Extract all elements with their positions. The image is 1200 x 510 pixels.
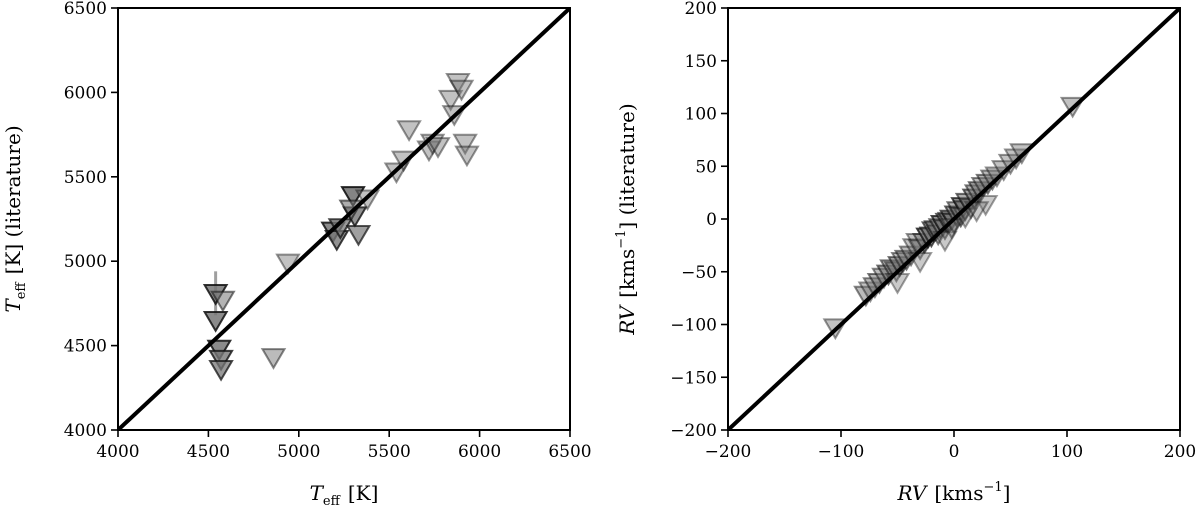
panel-1-y-tick-label: 5000: [64, 252, 107, 272]
panel-1-x-tick-label: 5500: [368, 442, 411, 462]
panel-1-x-tick-label: 4500: [187, 442, 230, 462]
axis-title-unit-close: ]: [1003, 481, 1011, 505]
panel-2-data-point: [963, 201, 990, 223]
panel-1-x-tick-label: 5000: [277, 442, 320, 462]
panel-1-data-point: [437, 89, 464, 112]
panel-1-one-to-one-line: [118, 8, 570, 430]
panel-2-y-tick-label: 0: [706, 210, 717, 230]
panel-1-data-point: [340, 186, 366, 208]
panel-1-x-tick-label: 6000: [458, 442, 501, 462]
axis-title-unit: [kms: [934, 481, 983, 505]
panel-1-x-tick-label: 6500: [548, 442, 591, 462]
panel-2-plot-area: [728, 8, 1180, 430]
axis-title-symbol: RV: [897, 481, 929, 505]
axis-title-unit-close: ] (literature): [615, 103, 639, 229]
panel-1-plot-area: [118, 8, 570, 430]
panel-1-data-point: [445, 73, 471, 95]
panel-2-y-tick-label: −150: [670, 368, 717, 388]
panel-1-data-point: [208, 359, 234, 382]
panel-2-y-tick-label: 100: [685, 105, 717, 125]
axis-title-symbol: T: [1, 298, 25, 313]
panel-1-x-axis-title: Teff [K]: [310, 481, 379, 509]
panel-2-y-tick-label: 50: [695, 157, 717, 177]
panel-2-y-tick-label: −100: [670, 316, 717, 336]
panel-2-x-tick-label: −100: [818, 442, 865, 462]
panel-2-x-tick-label: 0: [949, 442, 960, 462]
panel-2-x-tick-label: −200: [705, 442, 752, 462]
axis-title-unit: [K]: [348, 481, 379, 505]
panel-1-data-point: [396, 120, 422, 142]
panel-2-y-tick-label: −200: [670, 421, 717, 441]
panel-1-data-point: [448, 79, 475, 102]
axis-title-unit: [kms: [615, 249, 639, 298]
panel-1-data-point: [210, 290, 236, 313]
panel-1-data-point: [202, 311, 229, 333]
panel-2-y-tick-label: 200: [685, 0, 717, 19]
panel-2-x-tick-label: 200: [1164, 442, 1196, 462]
panel-2-data-point: [932, 230, 958, 253]
panel-1-y-axis-title: Teff [K] (literature): [1, 125, 29, 312]
axis-title-subscript: eff: [323, 494, 342, 509]
axis-title-symbol: RV: [615, 303, 639, 335]
axis-title-unit: [K] (literature): [1, 125, 25, 274]
panel-1-data-point: [454, 145, 480, 168]
panel-2-x-axis-title: RV [kms−1]: [897, 480, 1011, 505]
panel-1-data-point: [425, 137, 451, 159]
panel-1-data-point: [345, 224, 372, 247]
panel-1-y-tick-label: 4500: [64, 337, 107, 357]
panel-2-one-to-one-line: [728, 8, 1180, 430]
panel-1-data-point: [452, 133, 478, 156]
panel-2-y-axis-title: RV [kms−1] (literature): [614, 103, 639, 335]
panel-2-y-tick-label: 150: [685, 52, 717, 72]
axis-title-superscript: −1: [614, 230, 629, 249]
panel-2-x-tick-label: 100: [1051, 442, 1083, 462]
axis-title-symbol: T: [310, 481, 325, 505]
panel-1-frame: [117, 7, 571, 431]
panel-1-data-point: [260, 348, 287, 370]
panel-2: −200 −100 0 100 200 −200 −150 −100 −50 0 50 100 150 2…: [614, 0, 1196, 505]
panel-1-y-tick-label: 5500: [64, 168, 107, 188]
panel-1-y-tick-label: 6000: [64, 83, 107, 103]
panel-1-y-tick-label: 4000: [64, 421, 107, 441]
panel-1: 4000 4500 5000 5500 6000 6500 4000 4500 5000 5500…: [1, 0, 592, 509]
panel-2-data-point: [972, 194, 999, 217]
panel-1-x-tick-label: 4000: [96, 442, 139, 462]
axis-title-subscript: eff: [14, 281, 29, 300]
axis-title-superscript: −1: [983, 480, 1002, 495]
panel-2-y-tick-label: −50: [681, 263, 717, 283]
panel-1-y-tick-label: 6500: [64, 0, 107, 19]
